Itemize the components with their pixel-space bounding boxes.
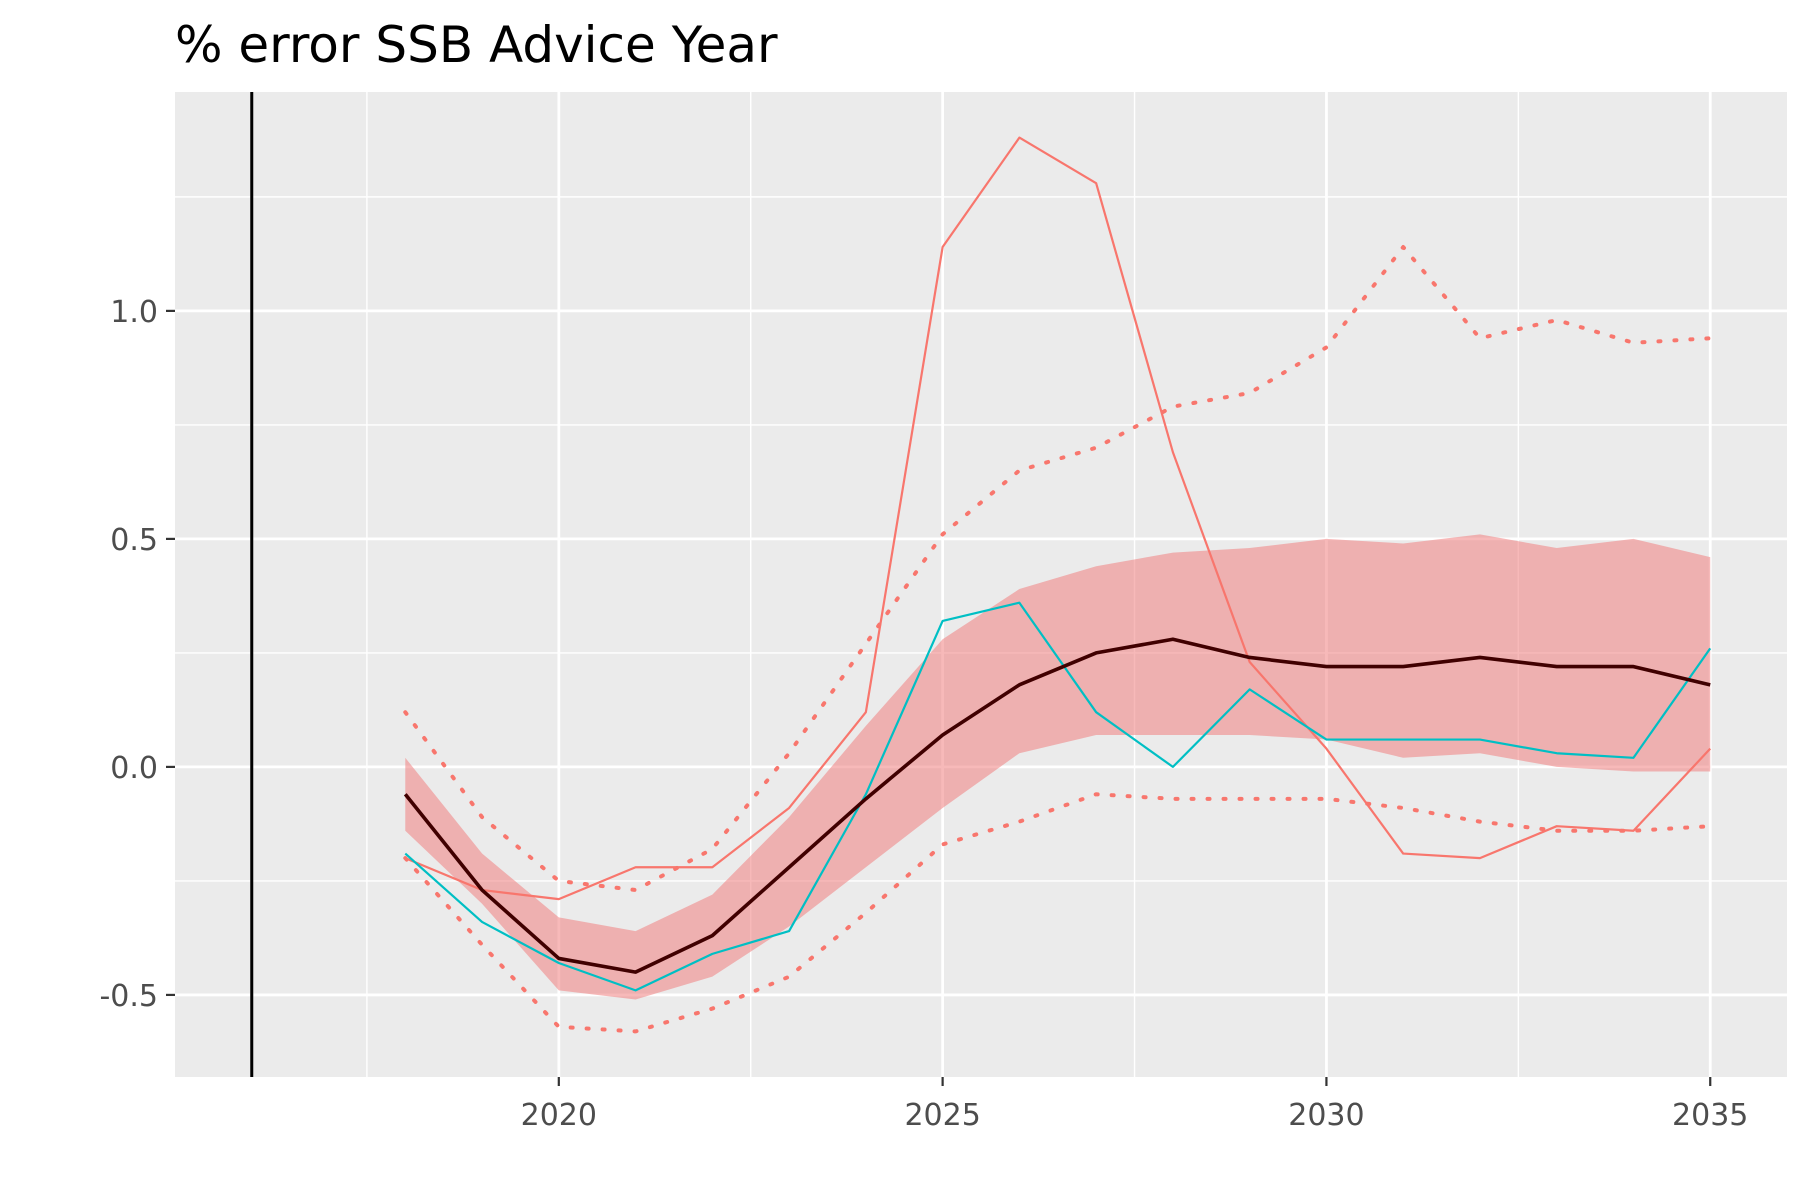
y-tick-label: -0.5 bbox=[99, 979, 158, 1014]
y-tick-label: 0.0 bbox=[110, 751, 158, 786]
series-layer bbox=[403, 136, 1713, 1034]
median-line bbox=[403, 637, 1711, 974]
y-axis: -0.5 0.0 0.5 1.0 bbox=[99, 295, 175, 1014]
iteration-1-line bbox=[404, 136, 1712, 901]
x-axis: 2020 2025 2030 2035 bbox=[521, 1077, 1748, 1133]
y-tick-label: 0.5 bbox=[110, 523, 158, 558]
x-tick-label: 2030 bbox=[1288, 1098, 1364, 1133]
lower-quantile-line bbox=[403, 792, 1713, 1034]
x-tick-label: 2020 bbox=[521, 1098, 597, 1133]
quantile-band bbox=[405, 534, 1711, 1000]
x-tick-label: 2025 bbox=[904, 1098, 980, 1133]
x-tick-label: 2035 bbox=[1672, 1098, 1748, 1133]
iteration-2-line bbox=[404, 601, 1712, 992]
chart-title: % error SSB Advice Year bbox=[175, 16, 778, 74]
quantile-band-layer bbox=[405, 534, 1711, 1000]
y-tick-label: 1.0 bbox=[110, 295, 158, 330]
